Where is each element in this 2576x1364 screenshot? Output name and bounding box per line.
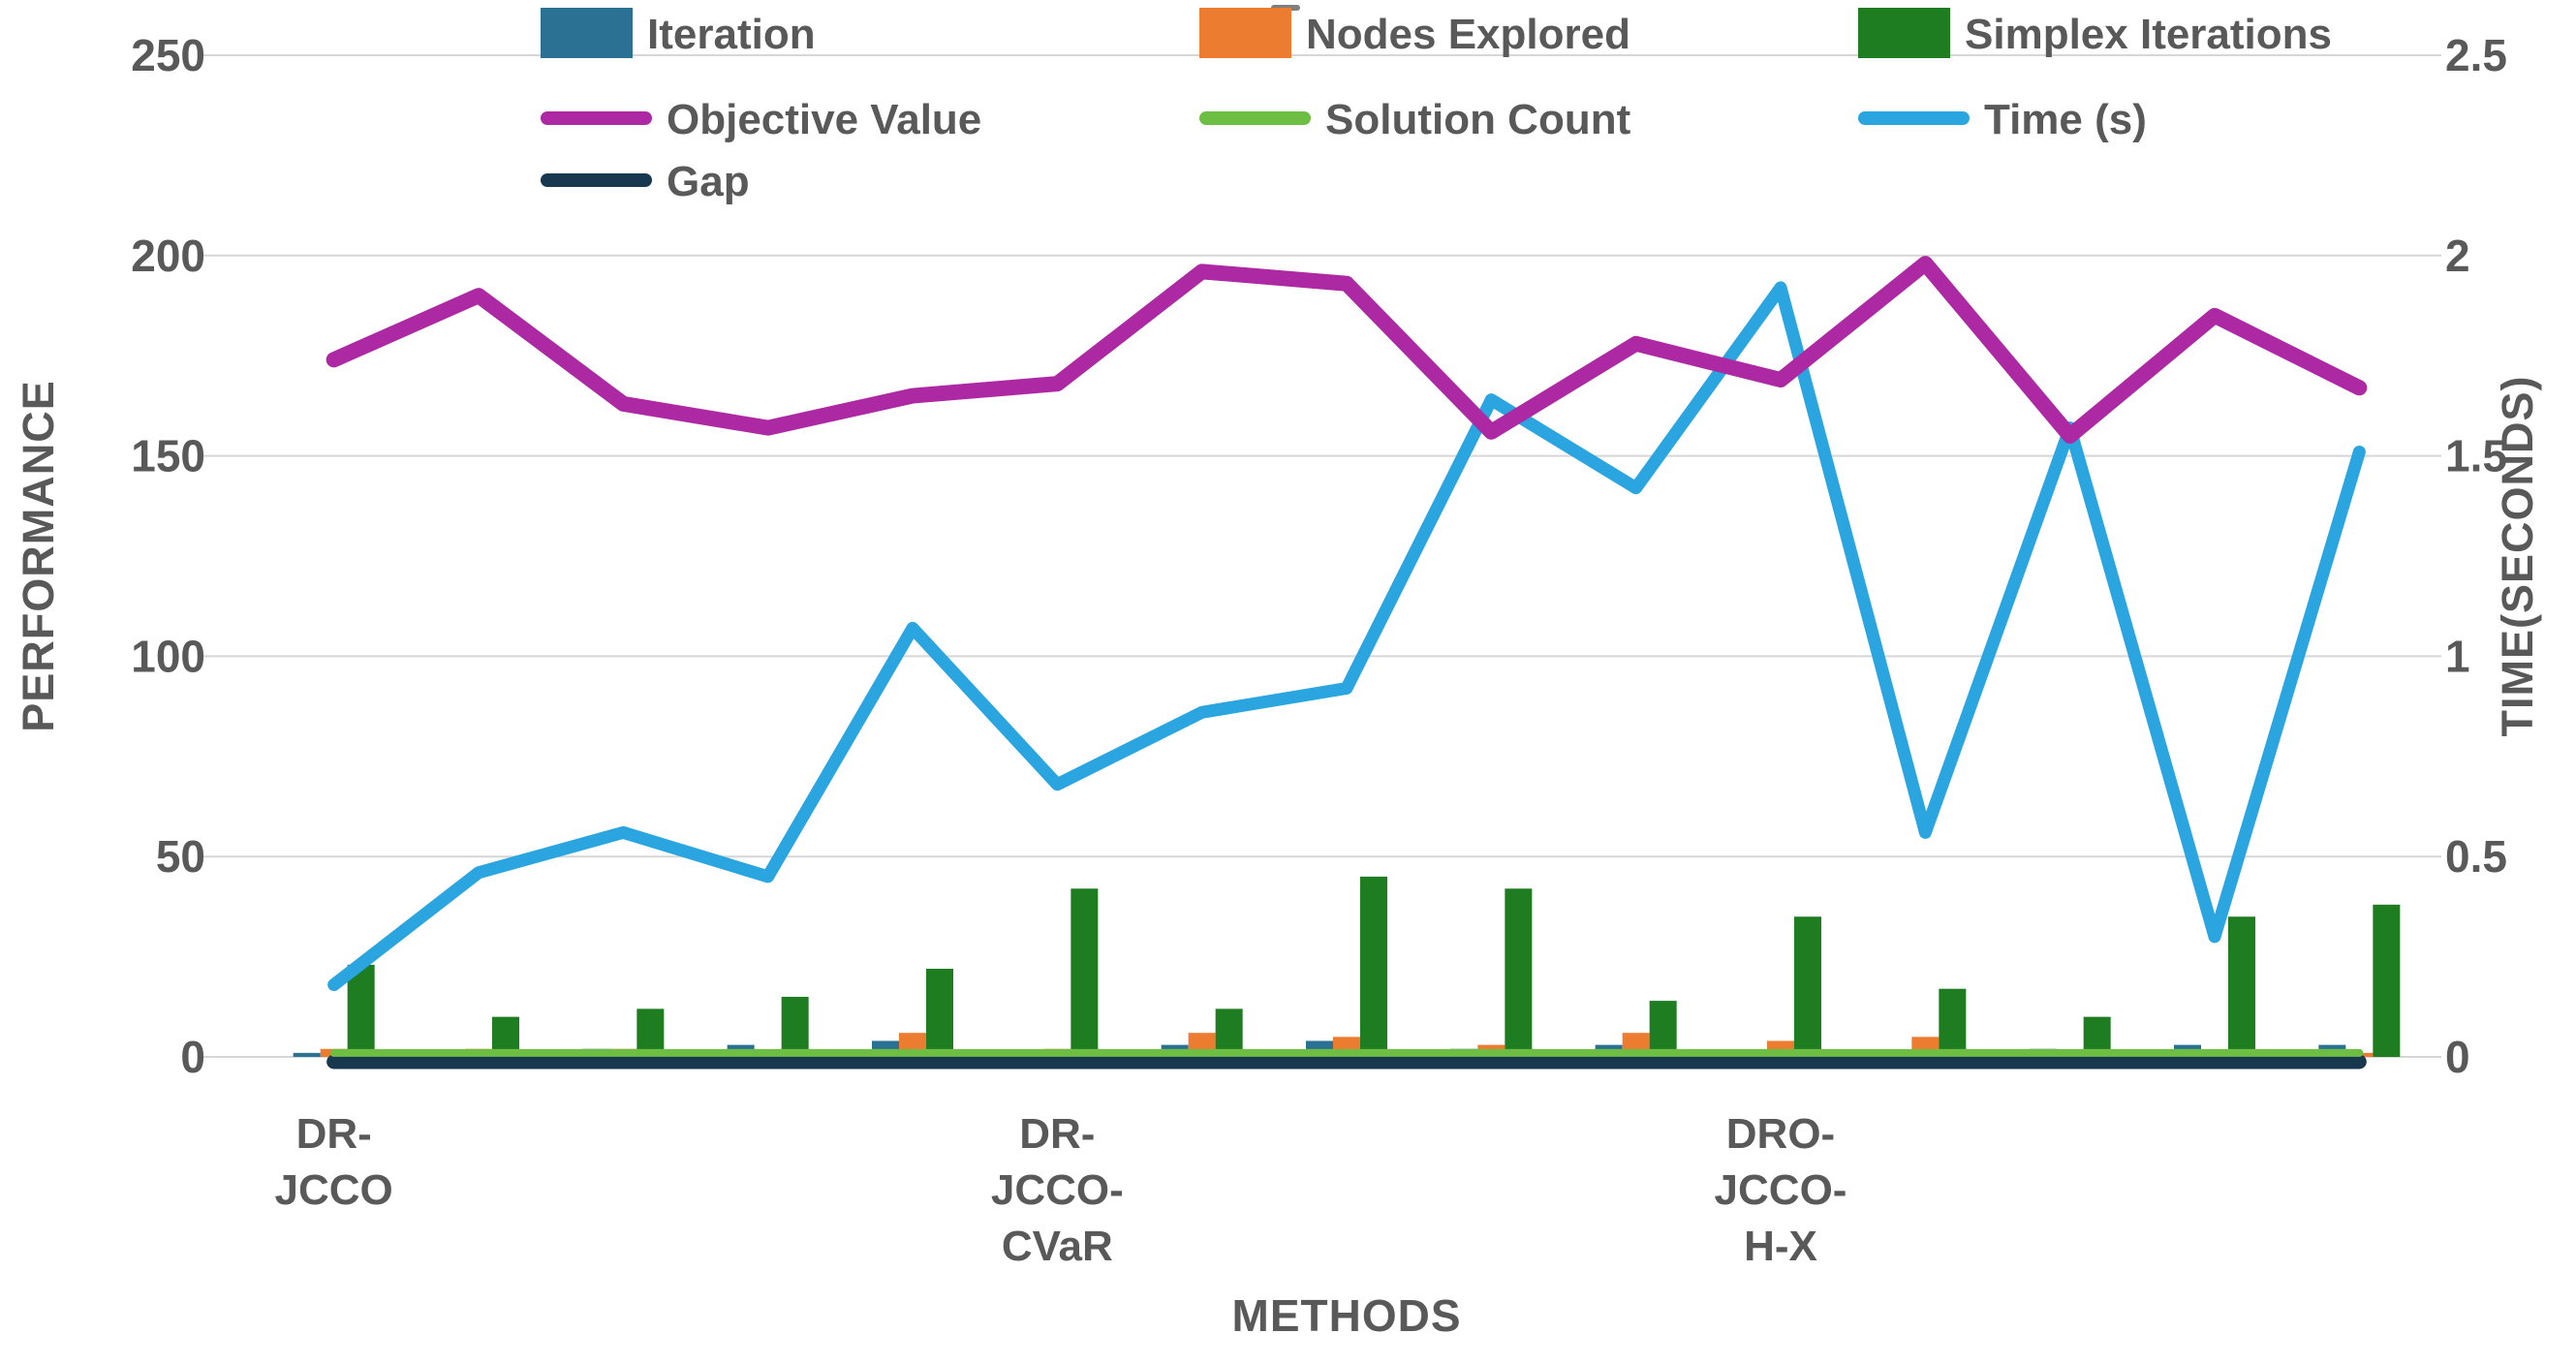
line-objective-value bbox=[326, 256, 2368, 444]
legend-swatch-line bbox=[1199, 111, 1311, 125]
category-label-line: JCCO- bbox=[1715, 1166, 1847, 1214]
right-axis-tick: 1 bbox=[2445, 631, 2470, 681]
legend-label: Objective Value bbox=[667, 96, 981, 143]
legend-swatch-bar bbox=[1858, 8, 1950, 58]
bar bbox=[1794, 916, 1821, 1057]
category-label-line: DRO- bbox=[1726, 1110, 1835, 1158]
legend-item: Gap bbox=[541, 158, 750, 205]
legend-item: Objective Value bbox=[541, 96, 981, 143]
legend-label: Time (s) bbox=[1984, 96, 2147, 143]
line-time-s- bbox=[327, 281, 2366, 992]
category-label-line: DR- bbox=[1019, 1110, 1095, 1158]
legend-item: Nodes Explored bbox=[1199, 8, 1630, 58]
legend-swatch-bar bbox=[541, 8, 633, 58]
bar bbox=[1939, 988, 1967, 1057]
legend-label: Solution Count bbox=[1325, 96, 1631, 143]
bar bbox=[1360, 876, 1387, 1057]
legend-swatch-bar bbox=[1199, 8, 1291, 58]
category-label-line: H-X bbox=[1744, 1223, 1817, 1270]
legend-item: Time (s) bbox=[1858, 96, 2147, 143]
legend-label: Gap bbox=[667, 158, 750, 205]
right-axis-tick: 0 bbox=[2445, 1032, 2470, 1082]
bar bbox=[1649, 1001, 1677, 1057]
bar bbox=[293, 1052, 321, 1057]
category-label-line: JCCO bbox=[275, 1166, 393, 1214]
left-axis-title: PERFORMANCE bbox=[14, 380, 63, 732]
category-label-line: JCCO- bbox=[991, 1166, 1124, 1214]
category-label-line: DR- bbox=[296, 1110, 372, 1158]
right-axis-tick: 2 bbox=[2445, 231, 2470, 281]
bar bbox=[636, 1008, 665, 1057]
legend-label: Simplex Iterations bbox=[1965, 11, 2332, 58]
legend-item: Simplex Iterations bbox=[1858, 8, 2332, 58]
bar bbox=[1505, 888, 1533, 1057]
bar bbox=[781, 996, 809, 1057]
left-axis-tick: 50 bbox=[156, 831, 205, 882]
bar bbox=[926, 969, 953, 1057]
right-axis-title: TIME(SECONDS) bbox=[2493, 376, 2542, 737]
legend-item: Solution Count bbox=[1199, 96, 1631, 143]
left-axis-tick: 100 bbox=[131, 631, 205, 681]
left-axis-tick: 200 bbox=[131, 231, 205, 281]
legend-swatch-line bbox=[541, 173, 652, 187]
left-axis-tick: 0 bbox=[180, 1032, 205, 1082]
x-axis-title: METHODS bbox=[1232, 1290, 1462, 1341]
bar bbox=[2228, 916, 2255, 1057]
bar bbox=[347, 964, 375, 1057]
legend-swatch-line bbox=[1858, 111, 1970, 125]
legend-label: Nodes Explored bbox=[1306, 11, 1630, 58]
bar bbox=[1071, 888, 1099, 1057]
bar bbox=[1215, 1008, 1243, 1057]
left-axis-tick: 250 bbox=[131, 30, 205, 80]
right-axis-tick: 1.5 bbox=[2445, 431, 2507, 481]
right-axis-tick: 2.5 bbox=[2445, 30, 2507, 80]
bar bbox=[2373, 904, 2401, 1057]
left-axis-tick: 150 bbox=[131, 431, 205, 481]
legend-swatch-line bbox=[541, 111, 652, 125]
legend-item: Iteration bbox=[541, 8, 816, 58]
legend-label: Iteration bbox=[647, 11, 816, 58]
right-axis-tick: 0.5 bbox=[2445, 831, 2507, 882]
bar-series-2 bbox=[347, 876, 2401, 1057]
category-label-line: CVaR bbox=[1002, 1223, 1113, 1270]
